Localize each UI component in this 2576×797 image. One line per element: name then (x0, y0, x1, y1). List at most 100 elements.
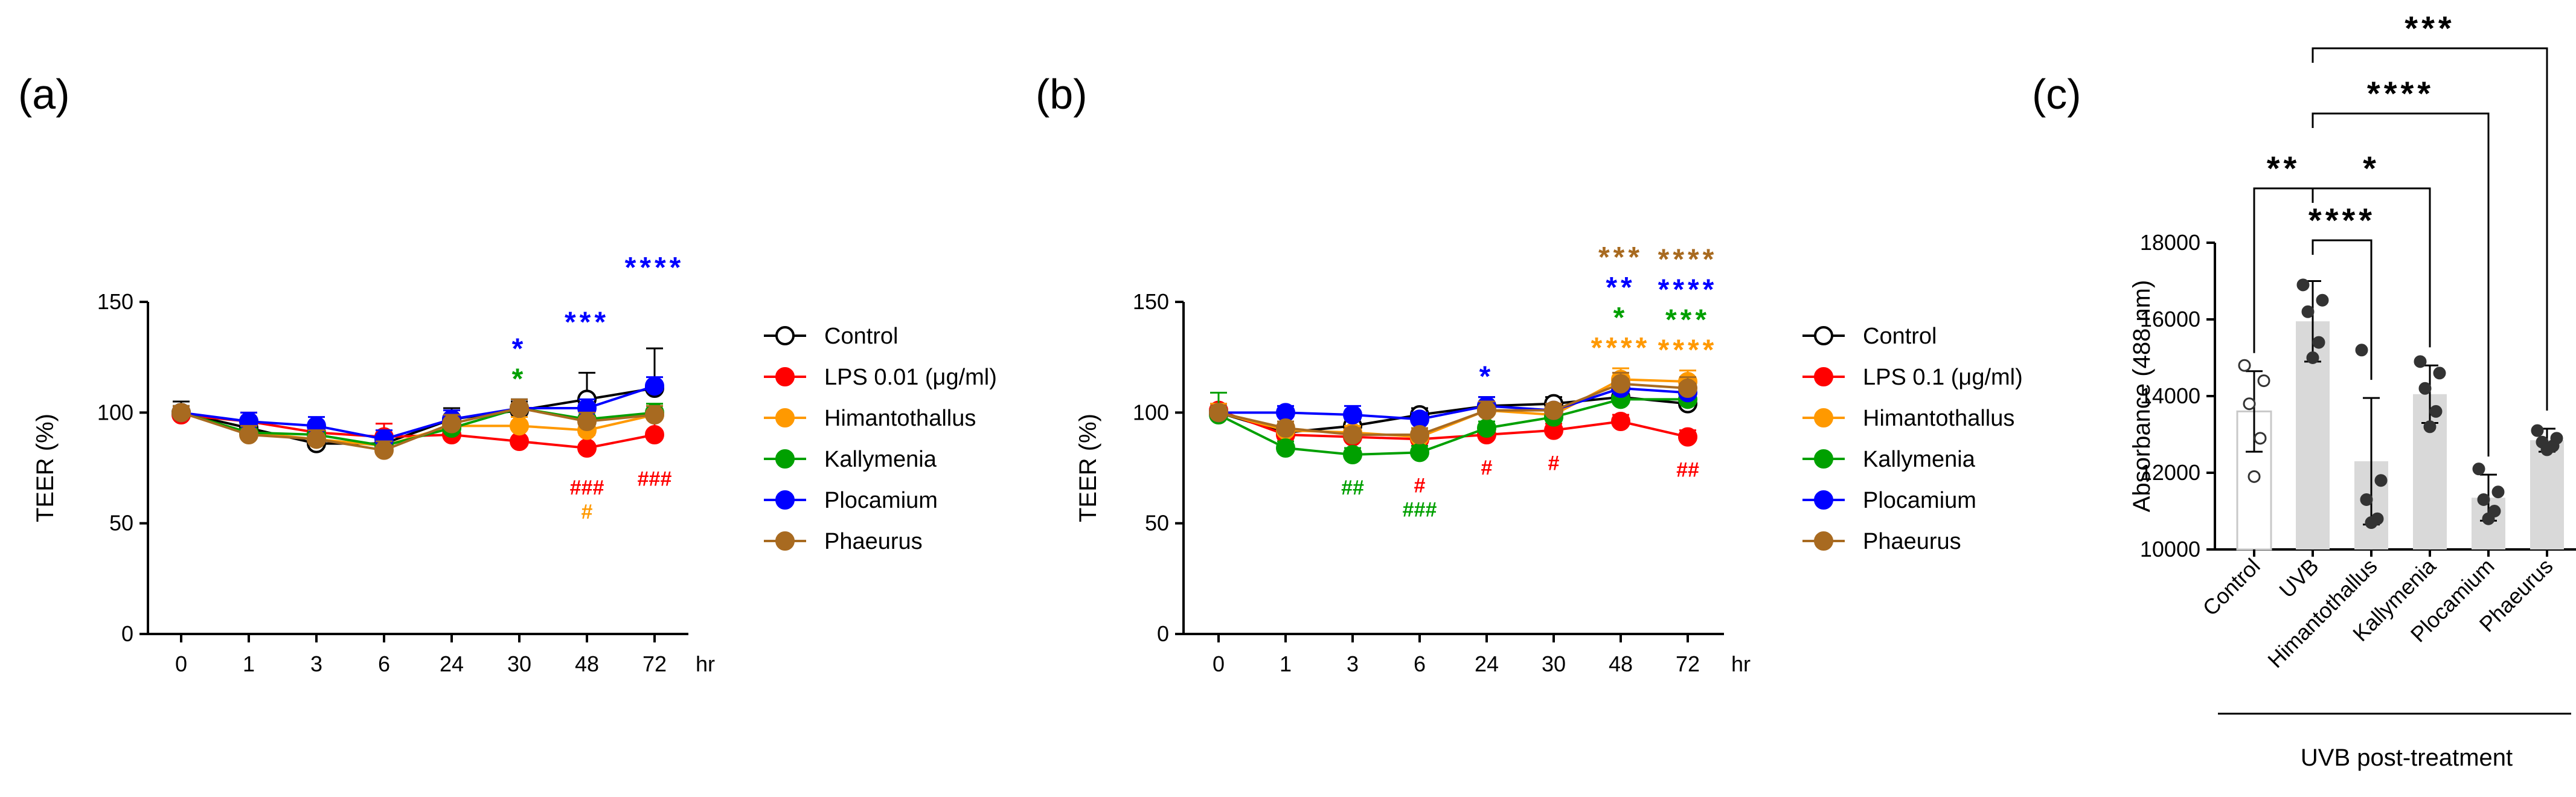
y-tick-label: 16000 (2140, 307, 2200, 331)
x-tick-label: 6 (1414, 651, 1426, 676)
panel-label: (b) (1036, 71, 1088, 118)
data-point (2254, 432, 2267, 445)
data-point (1544, 400, 1563, 420)
significance-hash: ### (570, 476, 604, 499)
significance-star: ** (1606, 272, 1635, 304)
data-point (2316, 293, 2329, 307)
x-tick-label: 3 (310, 651, 322, 676)
significance-hash: ## (1341, 476, 1364, 499)
bar-group-control (2236, 359, 2272, 551)
data-point (2296, 278, 2310, 292)
significance-bracket (2312, 47, 2548, 411)
significance-hash: # (1548, 452, 1560, 475)
data-point (1343, 445, 1362, 464)
data-point (2531, 424, 2544, 437)
y-tick-label: 50 (1145, 511, 1169, 536)
legend-item-phaeurus: Phaeurus (764, 529, 923, 554)
legend-label: Plocamium (824, 488, 938, 513)
data-point (1209, 403, 1228, 423)
data-point (2306, 351, 2319, 364)
group-label: UVB post-treatment (2301, 744, 2513, 771)
data-point (2414, 355, 2427, 368)
legend-marker (775, 531, 795, 551)
significance-star: **** (1658, 274, 1718, 306)
legend-item-plocamium: Plocamium (1802, 488, 1976, 513)
data-point (577, 412, 597, 431)
data-point (645, 425, 664, 444)
legend-label: Himantothallus (824, 406, 976, 431)
y-tick-label: 14000 (2140, 383, 2200, 408)
data-point (510, 398, 529, 418)
legend-marker (1814, 408, 1833, 427)
legend-marker (1814, 367, 1833, 386)
data-point (1276, 418, 1295, 438)
panel-c: (c) 10000 12000 14000 16000 18000 Absorbance (… (2032, 9, 2576, 771)
bar (2530, 440, 2564, 549)
legend-item-phaeurus: Phaeurus (1802, 529, 1961, 554)
legend-item-lps-0-1-g-ml: LPS 0.1 (μg/ml) (1802, 365, 2023, 390)
x-tick-label: 48 (1609, 651, 1633, 676)
significance-star: * (1613, 302, 1629, 334)
y-tick-label: 50 (109, 511, 133, 536)
x-tick-label: 24 (1475, 651, 1499, 676)
legend-marker (775, 449, 795, 469)
legend-label: Phaeurus (824, 529, 923, 554)
data-point (1343, 405, 1362, 424)
data-point (2374, 474, 2388, 487)
legend-item-control: Control (764, 324, 899, 349)
bar-group-uvb (2296, 278, 2330, 549)
x-tick-label: 72 (642, 651, 667, 676)
significance-star: **** (2308, 201, 2376, 239)
data-point (510, 416, 529, 436)
data-point (2472, 463, 2485, 476)
data-point (2238, 359, 2251, 372)
significance-star: *** (2405, 9, 2455, 47)
series-phaeurus (1209, 371, 1697, 444)
y-tick-label: 0 (1157, 621, 1169, 646)
legend-marker (775, 490, 795, 510)
data-point (2365, 516, 2378, 530)
legend-item-kallymenia: Kallymenia (764, 447, 937, 472)
series-line (181, 406, 655, 452)
legend-marker (1814, 490, 1833, 510)
legend-item-himantothallus: Himantothallus (1802, 406, 2014, 431)
data-point (1276, 438, 1295, 458)
x-tick-label: 0 (1213, 651, 1225, 676)
data-point (1477, 400, 1496, 420)
x-tick-label: 30 (1542, 651, 1566, 676)
legend-marker (775, 367, 795, 386)
significance-hash: # (1414, 474, 1426, 497)
data-point (2360, 493, 2373, 506)
data-point (2477, 493, 2490, 506)
significance-hash: # (582, 501, 593, 523)
legend-label: Plocamium (1863, 488, 1976, 513)
data-point (1678, 379, 1697, 398)
data-point (2540, 443, 2554, 456)
bar-group-phaeurus (2530, 424, 2564, 549)
legend-item-plocamium: Plocamium (764, 488, 938, 513)
data-point (2257, 374, 2270, 388)
x-tick-label: 6 (378, 651, 390, 676)
x-axis-label: hr (696, 651, 715, 676)
data-point (2312, 336, 2325, 349)
data-point (1343, 425, 1362, 444)
significance-star: ** (2267, 149, 2301, 187)
legend-item-control: Control (1802, 324, 1937, 349)
y-tick-label: 100 (1133, 400, 1169, 424)
panel-label: (a) (18, 71, 70, 118)
significance-star: *** (1665, 304, 1710, 336)
x-axis-label: hr (1731, 651, 1751, 676)
legend-marker (775, 326, 795, 345)
legend-label: LPS 0.1 (μg/ml) (1863, 365, 2023, 390)
significance-star: **** (1658, 334, 1718, 366)
data-point (645, 376, 664, 396)
data-point (1611, 374, 1630, 394)
series-line (1218, 409, 1688, 441)
y-tick-label: 150 (1133, 289, 1169, 314)
y-tick-label: 12000 (2140, 460, 2200, 485)
data-point (307, 429, 326, 449)
significance-hash: # (1481, 456, 1493, 479)
